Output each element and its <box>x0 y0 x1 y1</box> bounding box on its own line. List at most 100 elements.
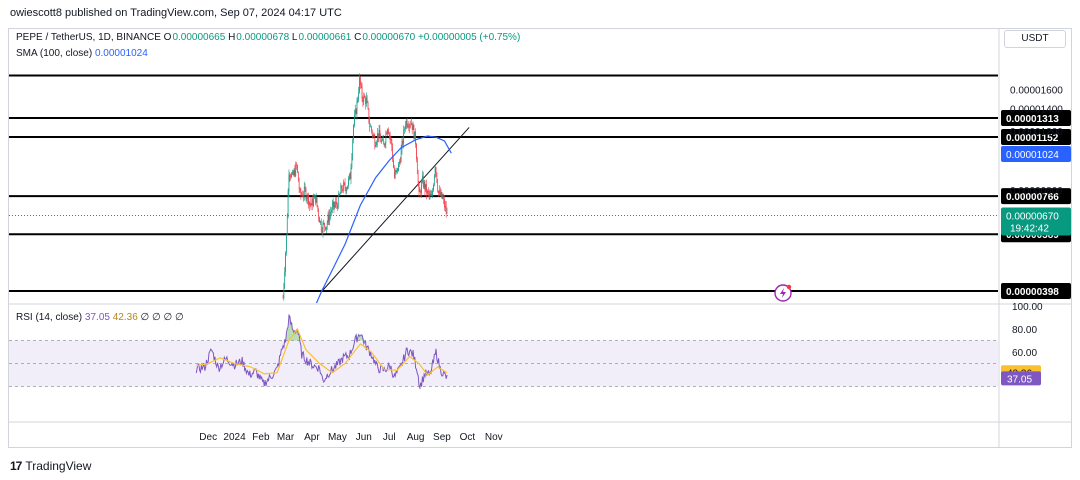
candle-body <box>397 167 399 172</box>
candle-body <box>358 92 359 99</box>
rsi-extra-2: ∅ <box>152 312 161 323</box>
candle-body <box>410 124 411 126</box>
candle-body <box>294 170 296 176</box>
candle-body <box>382 139 383 141</box>
candle-body <box>346 189 348 192</box>
candle-body <box>315 197 317 203</box>
candle-body <box>338 194 340 196</box>
candle-body <box>318 210 320 218</box>
time-axis-tick: 2024 <box>223 432 246 443</box>
candle-body <box>309 201 310 206</box>
candle-body <box>354 115 355 126</box>
candle-body <box>344 183 346 188</box>
rsi-value: 37.05 <box>84 312 110 323</box>
candle-body <box>334 205 336 208</box>
candle-body <box>286 234 287 253</box>
candle-body <box>314 195 315 199</box>
candle-body <box>419 191 421 193</box>
candle-body <box>415 131 416 145</box>
rsi-overbought-fill <box>296 329 298 341</box>
candle-body <box>306 198 308 200</box>
close-label: C <box>354 32 362 43</box>
candle-body <box>430 194 432 196</box>
candle-body <box>401 141 403 150</box>
candle-body <box>310 203 312 206</box>
candle-body <box>304 186 306 189</box>
candle-body <box>317 205 319 211</box>
rsi-ma-line <box>196 327 448 376</box>
candle-body <box>377 133 379 138</box>
rsi-overbought-fill <box>358 334 360 341</box>
candle-body <box>428 192 430 196</box>
candle-body <box>402 141 404 144</box>
trendline <box>321 127 470 292</box>
candle-body <box>372 134 374 136</box>
price-axis-tick: 0.00001600 <box>1010 85 1063 96</box>
time-axis-tick: Aug <box>407 432 425 443</box>
last-price-tag-label: 0.00000670 <box>1006 212 1059 223</box>
candle-body <box>360 84 362 87</box>
candle-body <box>445 206 447 214</box>
candle-body <box>374 136 376 147</box>
candle-body <box>437 182 439 191</box>
level-tag-label: 0.00001313 <box>1006 114 1059 125</box>
candle-body <box>339 193 341 196</box>
candle-body <box>309 201 311 204</box>
symbol-name: PEPE / TetherUS, 1D, BINANCE <box>16 32 161 43</box>
rsi-overbought-fill <box>294 333 296 341</box>
candle-body <box>439 190 440 194</box>
chart-frame <box>8 28 1072 448</box>
candle-body <box>381 140 382 143</box>
candle-body <box>321 231 323 233</box>
candle-body <box>316 197 318 206</box>
candle-body <box>286 217 288 235</box>
rsi-overbought-fill <box>359 336 361 341</box>
candle-body <box>300 190 302 195</box>
rsi-label: RSI (14, close) <box>16 312 83 323</box>
candle-body <box>385 133 387 144</box>
candle-body <box>411 122 412 125</box>
candle-body <box>295 164 297 176</box>
candle-body <box>405 120 407 126</box>
candle-body <box>343 182 345 184</box>
time-axis-tick: Jun <box>356 432 372 443</box>
time-axis-tick: Apr <box>304 432 320 443</box>
candle-body <box>337 204 338 209</box>
candle-body <box>435 167 437 173</box>
candle-body <box>411 122 413 130</box>
candle-body <box>313 198 314 207</box>
level-tag-bg <box>1001 283 1071 299</box>
sma-tag-label: 0.00001024 <box>1006 150 1059 161</box>
level-tag-bg <box>1001 128 1071 145</box>
sma-legend: SMA (100, close) 0.00001024 <box>16 48 148 59</box>
candle-body <box>331 210 332 213</box>
candle-body <box>439 190 441 196</box>
rsi-overbought-fill <box>361 334 363 341</box>
candle-body <box>351 156 353 168</box>
level-tag-label: 0.00000766 <box>1006 192 1059 203</box>
candle-body <box>399 161 401 163</box>
candle-body <box>405 125 406 129</box>
candle-body <box>445 206 446 208</box>
candle-body <box>331 205 333 211</box>
candle-body <box>329 214 331 222</box>
tradingview-logo[interactable]: 17 TradingView <box>10 459 91 473</box>
low-label: L <box>291 32 298 43</box>
candle-body <box>355 109 357 114</box>
candle-body <box>371 126 372 131</box>
candle-body <box>282 297 284 299</box>
candle-body <box>305 188 307 200</box>
candle-body <box>431 195 433 197</box>
candle-body <box>299 189 301 191</box>
currency-selector[interactable]: USDT <box>1004 30 1066 48</box>
candle-body <box>301 194 303 196</box>
candle-body <box>392 146 393 160</box>
candle-body <box>307 194 308 199</box>
rsi-overbought-fill <box>297 329 299 341</box>
candle-body <box>444 199 445 208</box>
level-tag-label: 0.00000398 <box>1006 287 1059 298</box>
candle-body <box>389 134 391 139</box>
sma-label: SMA (100, close) <box>16 48 93 59</box>
candle-body <box>290 176 291 178</box>
